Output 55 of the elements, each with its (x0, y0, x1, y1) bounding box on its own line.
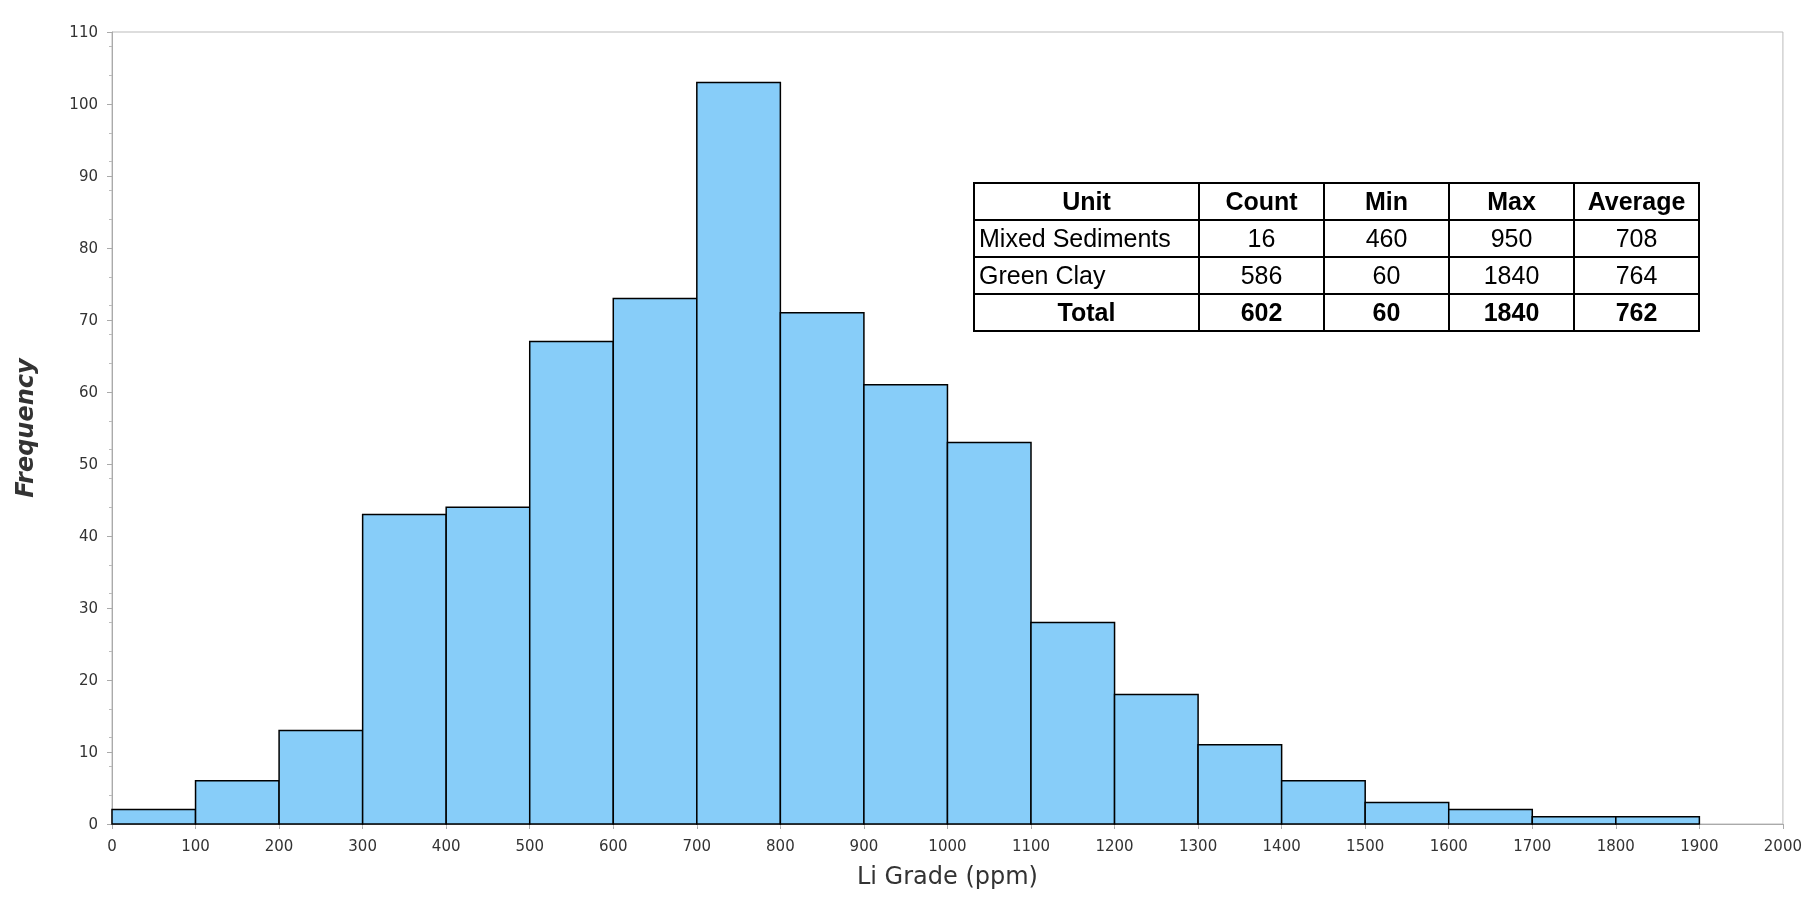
x-tick-label: 1700 (1513, 836, 1552, 855)
annotation: 586 (1199, 257, 1324, 294)
x-tick-label: 300 (348, 836, 377, 855)
annotation: Unit (974, 183, 1199, 220)
x-tick-label: 1800 (1596, 836, 1635, 855)
y-tick-label: 70 (78, 311, 98, 329)
y-tick-label: 40 (78, 527, 98, 545)
x-axis-title: Li Grade (ppm) (856, 862, 1038, 890)
x-tick-label: 500 (515, 836, 545, 855)
annotation: Max (1449, 183, 1574, 220)
x-tick-label: 1600 (1429, 836, 1468, 855)
x-tick-label: 1300 (1179, 836, 1218, 855)
y-tick-label: 50 (78, 455, 98, 473)
y-tick-label: 60 (78, 383, 98, 401)
x-tick-label: 200 (264, 836, 294, 855)
annotation: Mixed Sediments (974, 220, 1199, 257)
x-tick-label: 1900 (1680, 836, 1719, 855)
y-tick-label: 100 (69, 95, 98, 113)
y-tick-label: 20 (78, 671, 98, 689)
x-tick-label: 600 (598, 836, 628, 855)
annotation: Min (1324, 183, 1449, 220)
x-tick-label: 2000 (1763, 836, 1803, 855)
x-tick-label: 1200 (1095, 836, 1134, 855)
y-tick-label: 110 (69, 23, 98, 41)
annotation: 602 (1199, 294, 1324, 331)
annotation: 708 (1574, 220, 1699, 257)
annotation: 60 (1324, 294, 1449, 331)
y-tick-label: 0 (88, 815, 98, 833)
annotation: 1840 (1449, 257, 1574, 294)
x-tick-label: 1100 (1011, 836, 1051, 855)
annotation: Green Clay (974, 257, 1199, 294)
annotation: 762 (1574, 294, 1699, 331)
annotation: 460 (1324, 220, 1449, 257)
annotation: Average (1574, 183, 1699, 220)
x-tick-label: 0 (107, 836, 117, 855)
y-tick-label: 80 (78, 239, 98, 257)
y-tick-label: 10 (78, 743, 98, 761)
annotation: 16 (1199, 220, 1324, 257)
x-tick-label: 900 (849, 836, 879, 855)
annotation: Total (974, 294, 1199, 331)
x-tick-label: 1400 (1262, 836, 1301, 855)
x-tick-label: 700 (682, 836, 712, 855)
y-axis-title: Frequency (11, 356, 39, 498)
x-tick-label: 1000 (928, 836, 967, 855)
annotation: 764 (1574, 257, 1699, 294)
annotation: Count (1199, 183, 1324, 220)
x-tick-label: 400 (431, 836, 461, 855)
annotation: 950 (1449, 220, 1574, 257)
y-tick-label: 90 (78, 167, 98, 185)
x-tick-label: 100 (181, 836, 210, 855)
x-tick-label: 1500 (1346, 836, 1385, 855)
x-tick-label: 800 (766, 836, 795, 855)
y-tick-label: 30 (78, 599, 98, 617)
annotation: 60 (1324, 257, 1449, 294)
annotation: 1840 (1449, 294, 1574, 331)
